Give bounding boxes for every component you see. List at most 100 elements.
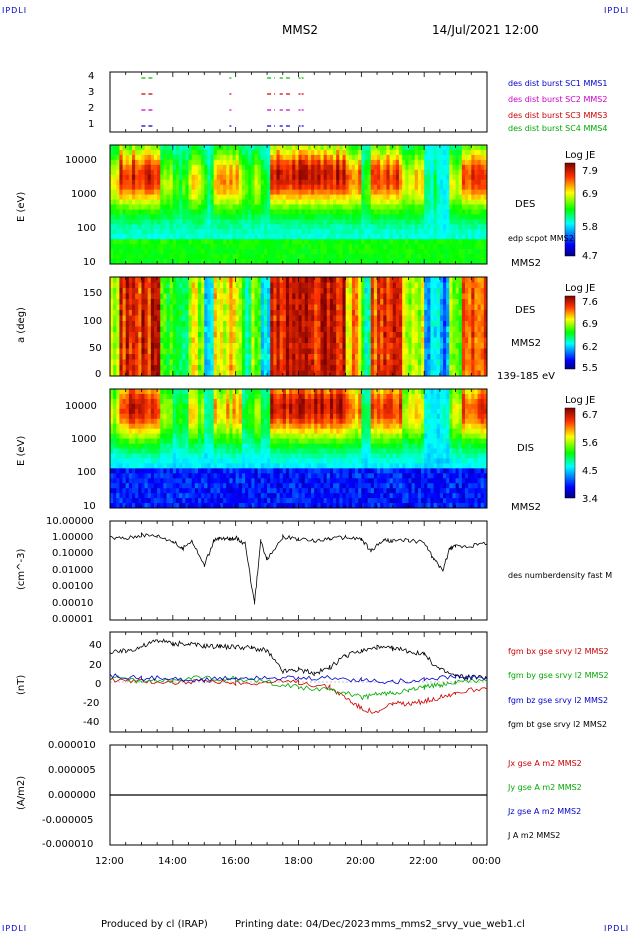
- heat-cell: [427, 259, 431, 265]
- heat-cell: [377, 239, 381, 245]
- heat-cell: [358, 277, 362, 283]
- heat-cell: [424, 204, 428, 210]
- heat-cell: [333, 219, 337, 225]
- heat-cell: [411, 326, 416, 333]
- heat-cell: [443, 199, 447, 205]
- heat-cell: [204, 348, 208, 355]
- heat-cell: [405, 219, 409, 225]
- heat-cell: [213, 310, 218, 316]
- heat-cell: [207, 332, 211, 338]
- heat-cell: [251, 239, 255, 245]
- heat-cell: [373, 239, 378, 245]
- heat-cell: [188, 159, 193, 166]
- heat-cell: [348, 204, 353, 210]
- heat-cell: [351, 199, 356, 205]
- heat-cell: [399, 149, 403, 156]
- heat-cell: [389, 315, 394, 322]
- heat-cell: [436, 184, 441, 191]
- heat-cell: [345, 343, 350, 349]
- heat-cell: [329, 234, 334, 240]
- heat-cell: [201, 204, 205, 210]
- heat-cell: [210, 299, 215, 305]
- heat-cell: [216, 321, 221, 327]
- heat-cell: [307, 164, 312, 171]
- heat-cell: [395, 224, 400, 230]
- heat-cell: [336, 229, 340, 235]
- heat-cell: [452, 184, 456, 191]
- heat-cell: [138, 164, 142, 171]
- heat-cell: [480, 179, 485, 186]
- heat-cell: [153, 209, 158, 215]
- heat-cell: [314, 354, 318, 360]
- heat-cell: [179, 145, 183, 151]
- heat-cell: [392, 254, 397, 260]
- heat-cell: [430, 244, 434, 250]
- heat-cell: [386, 254, 391, 260]
- heat-cell: [399, 337, 403, 344]
- heat-cell: [119, 348, 123, 355]
- heat-cell: [307, 348, 312, 355]
- heat-cell: [245, 239, 249, 245]
- heat-cell: [336, 174, 340, 181]
- heat-cell: [110, 293, 114, 300]
- heat-cell: [157, 149, 161, 156]
- heat-cell: [307, 154, 312, 161]
- heat-cell: [446, 234, 450, 240]
- heat-cell: [267, 299, 271, 305]
- heat-cell: [430, 304, 434, 311]
- heat-cell: [116, 359, 120, 366]
- heat-cell: [113, 332, 117, 338]
- heat-cell: [113, 304, 117, 311]
- heat-cell: [386, 209, 391, 215]
- heat-cell: [166, 310, 171, 316]
- heat-cell: [449, 145, 453, 151]
- heat-cell: [367, 209, 372, 215]
- heat-cell: [122, 315, 127, 322]
- heat-cell: [153, 204, 158, 210]
- heat-cell: [241, 343, 246, 349]
- heat-cell: [458, 354, 463, 360]
- heat-cell: [377, 224, 381, 230]
- heat-cell: [147, 239, 152, 245]
- heat-cell: [229, 315, 233, 322]
- heat-cell: [421, 204, 425, 210]
- heat-cell: [446, 304, 450, 311]
- heat-cell: [402, 234, 406, 240]
- heat-cell: [110, 204, 114, 210]
- heat-cell: [204, 288, 208, 294]
- heat-cell: [185, 164, 189, 171]
- heat-cell: [147, 149, 152, 156]
- heat-cell: [172, 348, 177, 355]
- heat-cell: [461, 332, 466, 338]
- heat-cell: [273, 145, 277, 151]
- heat-cell: [216, 184, 221, 191]
- heat-cell: [204, 145, 208, 151]
- heat-cell: [323, 234, 328, 240]
- heat-cell: [377, 259, 381, 265]
- heat-cell: [157, 310, 161, 316]
- heat-cell: [188, 277, 193, 283]
- heat-cell: [150, 229, 155, 235]
- heat-cell: [307, 354, 312, 360]
- heat-cell: [179, 254, 183, 260]
- heat-cell: [223, 169, 227, 176]
- heat-cell: [122, 249, 127, 255]
- heat-cell: [430, 359, 434, 366]
- heat-cell: [465, 199, 469, 205]
- heat-cell: [260, 234, 265, 240]
- heat-cell: [116, 239, 120, 245]
- heat-cell: [241, 282, 246, 289]
- heat-cell: [191, 214, 196, 220]
- heat-cell: [317, 174, 321, 181]
- heat-cell: [468, 154, 472, 161]
- heat-cell: [307, 184, 312, 191]
- heat-cell: [336, 282, 340, 289]
- heat-cell: [270, 189, 274, 195]
- heat-cell: [408, 184, 412, 191]
- heat-cell: [443, 277, 447, 283]
- heat-cell: [210, 249, 215, 255]
- heat-cell: [257, 326, 262, 333]
- heat-cell: [213, 199, 218, 205]
- heat-cell: [380, 224, 384, 230]
- heat-cell: [452, 204, 456, 210]
